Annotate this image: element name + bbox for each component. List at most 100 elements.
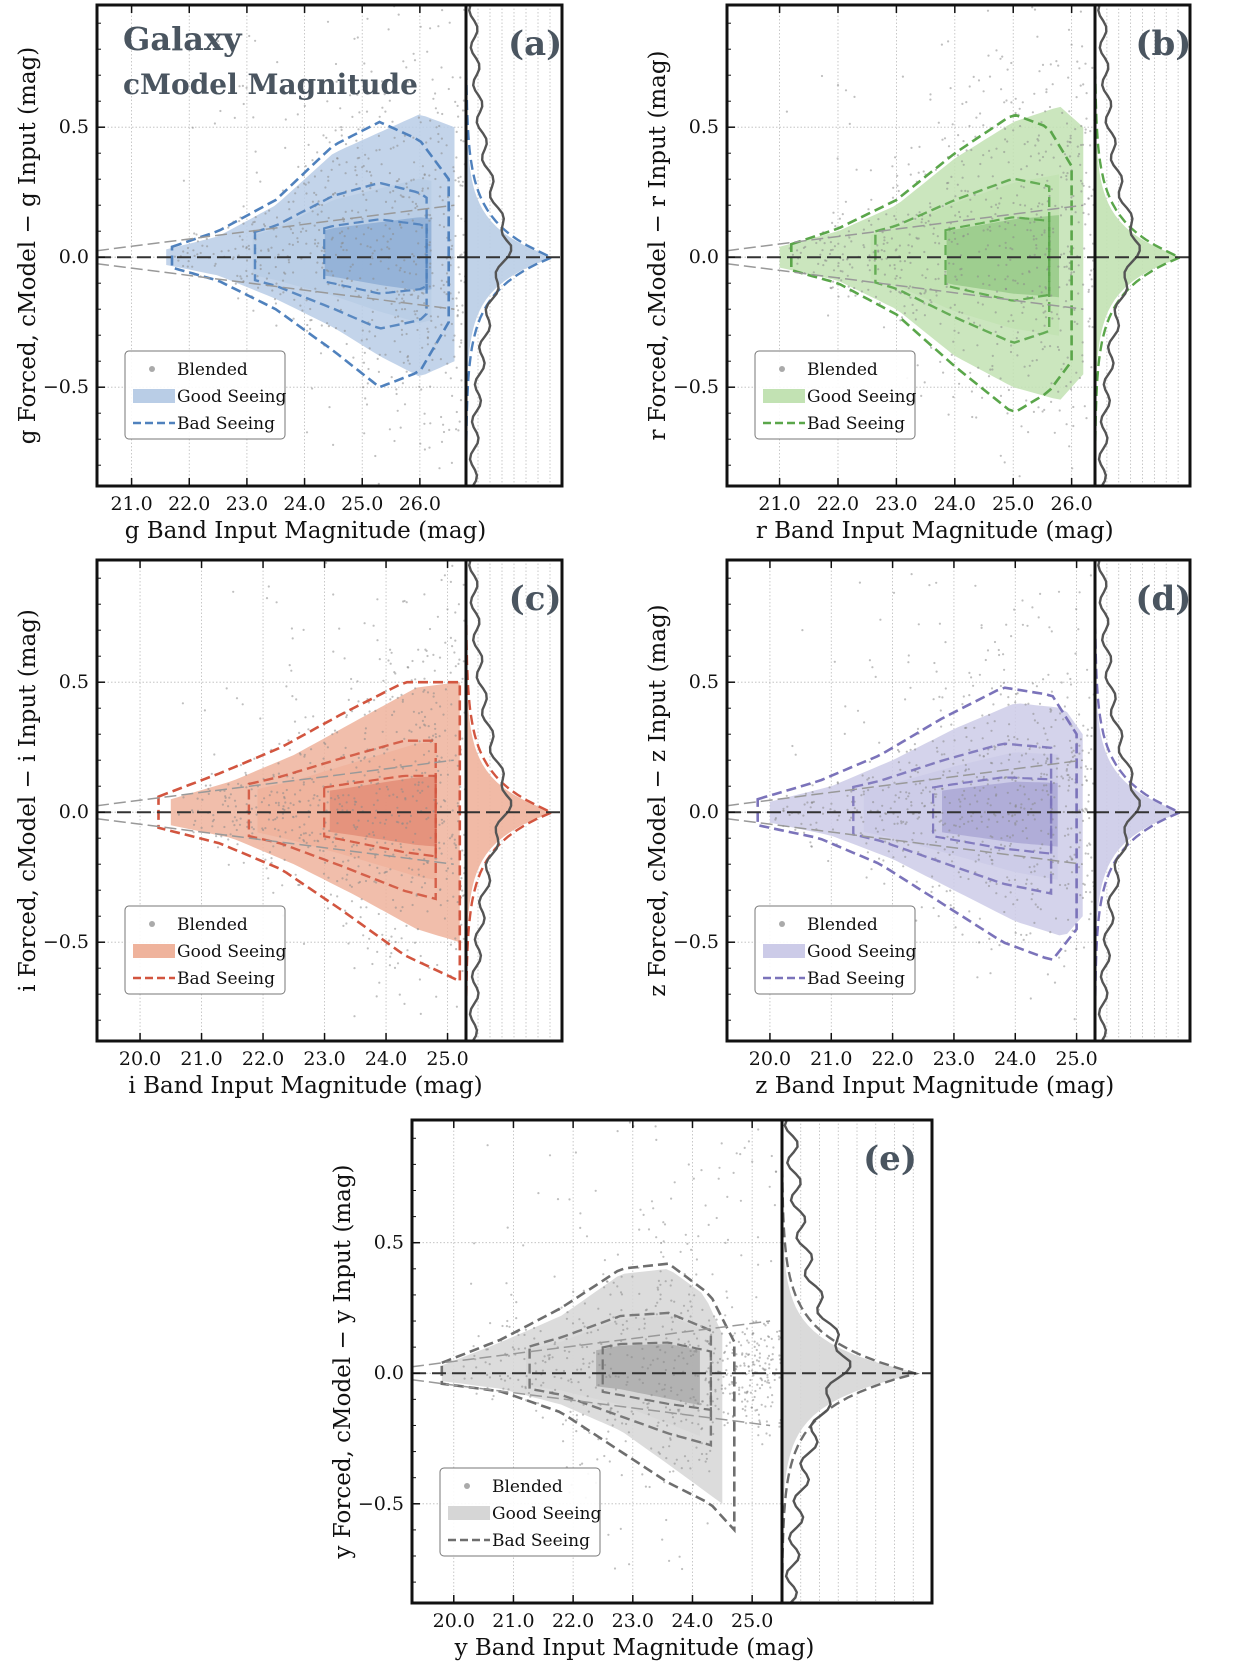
blended-point	[662, 1240, 665, 1243]
blended-point	[451, 394, 454, 397]
blended-point	[1089, 233, 1092, 236]
blended-point	[268, 851, 272, 854]
blended-point	[662, 1360, 665, 1364]
blended-point	[318, 849, 322, 852]
blended-point	[562, 1440, 565, 1443]
blended-point	[428, 627, 432, 631]
blended-point	[436, 315, 440, 318]
blended-point	[946, 187, 949, 190]
blended-point	[288, 664, 291, 667]
blended-point	[392, 793, 395, 796]
blended-point	[441, 822, 444, 825]
blended-point	[340, 242, 343, 245]
blended-point	[714, 1404, 717, 1407]
blended-point	[693, 1332, 696, 1335]
blended-point	[767, 1335, 770, 1338]
blended-point	[427, 785, 430, 788]
blended-point	[421, 189, 424, 192]
blended-point	[417, 873, 420, 876]
blended-point	[375, 782, 378, 786]
blended-point	[1025, 399, 1028, 402]
blended-point	[1076, 60, 1079, 63]
blended-point	[1041, 63, 1045, 66]
blended-point	[295, 698, 298, 701]
blended-point	[803, 831, 806, 834]
blended-point	[701, 1400, 705, 1403]
blended-point	[1082, 283, 1085, 286]
blended-point	[1058, 286, 1061, 289]
blended-point	[593, 1351, 596, 1354]
blended-point	[662, 1446, 665, 1449]
blended-point	[323, 250, 326, 253]
blended-point	[882, 242, 885, 245]
blended-point	[881, 819, 884, 822]
blended-point	[603, 1259, 607, 1262]
blended-point	[1012, 201, 1015, 205]
blended-point	[1084, 765, 1087, 768]
blended-point	[293, 793, 297, 796]
blended-point	[1016, 788, 1019, 792]
blended-point	[866, 778, 869, 781]
blended-point	[491, 1398, 494, 1401]
blended-point	[560, 1377, 563, 1380]
blended-point	[976, 976, 979, 979]
blended-point	[853, 95, 856, 98]
blended-point	[401, 779, 404, 782]
blended-point	[288, 208, 291, 211]
blended-point	[741, 1386, 744, 1389]
blended-point	[386, 788, 390, 791]
blended-point	[342, 924, 345, 928]
blended-point	[389, 868, 392, 871]
blended-point	[899, 276, 902, 279]
blended-point	[778, 1376, 781, 1379]
blended-point	[661, 1538, 664, 1541]
blended-point	[345, 801, 348, 804]
blended-point	[1071, 929, 1074, 932]
blended-point	[738, 1388, 741, 1392]
blended-point	[866, 851, 870, 854]
blended-point	[451, 872, 454, 875]
blended-point	[1025, 837, 1029, 840]
blended-point	[274, 302, 277, 305]
blended-point	[254, 794, 257, 798]
blended-point	[661, 1325, 664, 1328]
blended-point	[191, 809, 194, 812]
blended-point	[771, 1358, 774, 1361]
blended-point	[986, 244, 990, 247]
blended-point	[255, 171, 258, 174]
blended-point	[959, 875, 962, 879]
blended-point	[905, 791, 908, 794]
y-tick-label: 0.0	[689, 246, 719, 268]
blended-point	[619, 1527, 622, 1530]
blended-point	[942, 823, 945, 826]
blended-point	[457, 266, 460, 269]
blended-point	[330, 270, 333, 273]
blended-point	[1064, 949, 1067, 953]
blended-point	[609, 1353, 612, 1356]
legend-blended-marker	[149, 366, 155, 372]
blended-point	[1016, 282, 1019, 285]
blended-point	[191, 126, 194, 129]
blended-point	[588, 1376, 591, 1379]
blended-point	[421, 772, 424, 775]
blended-point	[756, 1342, 759, 1345]
blended-point	[425, 141, 428, 144]
blended-point	[865, 842, 868, 845]
blended-point	[1021, 599, 1024, 602]
blended-point	[920, 832, 923, 835]
blended-point	[281, 279, 285, 282]
blended-point	[1045, 91, 1048, 94]
y-tick-label: 0.0	[59, 246, 89, 268]
blended-point	[753, 1340, 756, 1343]
blended-point	[327, 179, 330, 182]
blended-point	[398, 302, 401, 305]
marginal-axes-frame	[464, 558, 564, 1043]
blended-point	[937, 915, 940, 918]
blended-point	[1089, 574, 1092, 577]
blended-point	[311, 200, 314, 203]
blended-point	[449, 943, 452, 946]
marginal-axes-frame	[1093, 558, 1192, 1043]
blended-point	[421, 346, 424, 349]
blended-point	[1049, 710, 1052, 713]
